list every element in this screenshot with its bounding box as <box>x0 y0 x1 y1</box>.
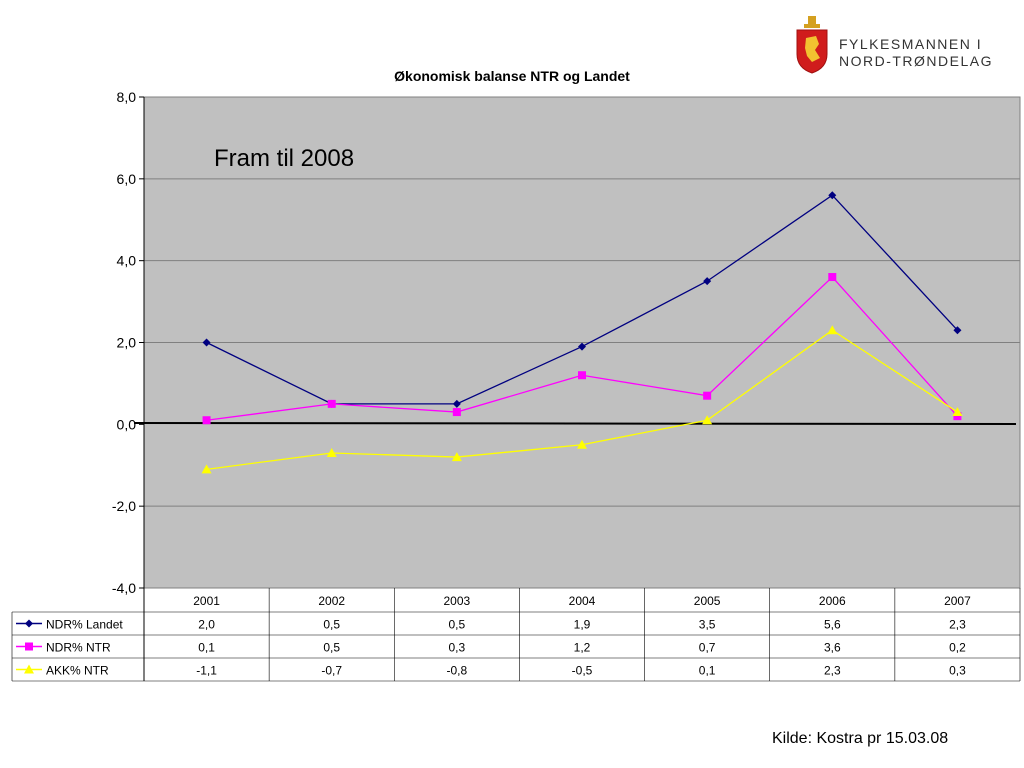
table-cell: 0,5 <box>323 618 340 632</box>
legend-label: NDR% Landet <box>46 618 123 632</box>
data-point <box>451 452 462 462</box>
table-cell: 0,3 <box>449 641 466 655</box>
data-point <box>703 277 712 286</box>
x-tick-label: 2004 <box>569 594 596 608</box>
data-point <box>578 371 586 380</box>
table-cell: 0,2 <box>949 641 966 655</box>
zero-line <box>133 422 1017 425</box>
table-cell: 2,3 <box>824 664 841 678</box>
table-cell: 1,9 <box>574 618 591 632</box>
legend-key-marker <box>25 642 33 651</box>
x-tick-label: 2005 <box>694 594 721 608</box>
data-point <box>952 407 963 417</box>
data-point <box>452 408 461 417</box>
table-cell: -1,1 <box>196 664 217 678</box>
series-3 <box>201 325 963 474</box>
data-point <box>327 399 336 408</box>
data-point <box>828 273 837 282</box>
y-tick-label: 8,0 <box>117 89 137 105</box>
data-point <box>953 326 962 335</box>
legend-label: NDR% NTR <box>46 641 111 655</box>
data-point <box>953 412 962 421</box>
y-tick-label: -4,0 <box>112 580 136 596</box>
data-point <box>202 338 211 347</box>
series-2 <box>202 273 962 425</box>
series-lines <box>201 191 963 474</box>
data-point <box>703 391 712 400</box>
y-tick-label: 0,0 <box>117 416 137 432</box>
y-axis: 8,0 6,0 4,0 2,0 0,0 -2,0 -4,0 <box>112 89 145 596</box>
y-tick-label: 2,0 <box>117 335 137 351</box>
logo: FYLKESMANNEN I NORD-TRØNDELAG <box>796 16 993 74</box>
x-tick-label: 2003 <box>444 594 471 608</box>
x-tick-label: 2001 <box>193 594 220 608</box>
table-cell: 0,7 <box>699 641 716 655</box>
data-table: 2001 2002 2003 2004 2005 2006 2007 NDR% Landet 2… <box>11 588 1021 682</box>
table-cell: -0,8 <box>447 664 468 678</box>
table-cell: -0,7 <box>321 664 342 678</box>
y-tick-label: -2,0 <box>112 498 136 514</box>
source-note: Kilde: Kostra pr 15.03.08 <box>772 730 949 747</box>
table-cell: 3,6 <box>824 641 841 655</box>
data-point <box>827 325 838 335</box>
annotation-text: Fram til 2008 <box>214 145 354 172</box>
table-cell: 5,6 <box>824 618 841 632</box>
chart-title: Økonomisk balanse NTR og Landet <box>394 68 630 84</box>
table-cell: 0,5 <box>323 641 340 655</box>
table-cell: -0,5 <box>572 664 593 678</box>
y-tick-label: 6,0 <box>117 171 137 187</box>
x-tick-label: 2002 <box>318 594 345 608</box>
data-point <box>702 415 713 425</box>
data-point <box>201 464 212 474</box>
x-tick-label: 2006 <box>819 594 846 608</box>
legend-key-marker <box>25 619 33 628</box>
table-cell: 0,5 <box>449 618 466 632</box>
legend-key-marker <box>24 664 34 674</box>
table-cell: 1,2 <box>574 641 591 655</box>
logo-line2: NORD-TRØNDELAG <box>839 53 993 69</box>
coat-of-arms-lion-icon <box>796 16 828 74</box>
logo-line1: FYLKESMANNEN I <box>839 36 982 52</box>
data-point <box>578 342 586 351</box>
data-point <box>577 439 587 449</box>
table-cell: 3,5 <box>699 618 716 632</box>
table-cell: 2,3 <box>949 618 966 632</box>
x-tick-label: 2007 <box>944 594 971 608</box>
table-cell: 0,1 <box>198 641 215 655</box>
gridlines <box>144 96 1020 589</box>
data-point <box>326 447 337 457</box>
table-cell: 0,1 <box>699 664 716 678</box>
data-point <box>202 416 211 425</box>
y-tick-label: 4,0 <box>117 253 137 269</box>
legend-label: AKK% NTR <box>46 664 109 678</box>
table-cell: 2,0 <box>198 618 215 632</box>
table-cell: 0,3 <box>949 664 966 678</box>
data-point <box>452 399 461 408</box>
data-point <box>828 191 837 200</box>
